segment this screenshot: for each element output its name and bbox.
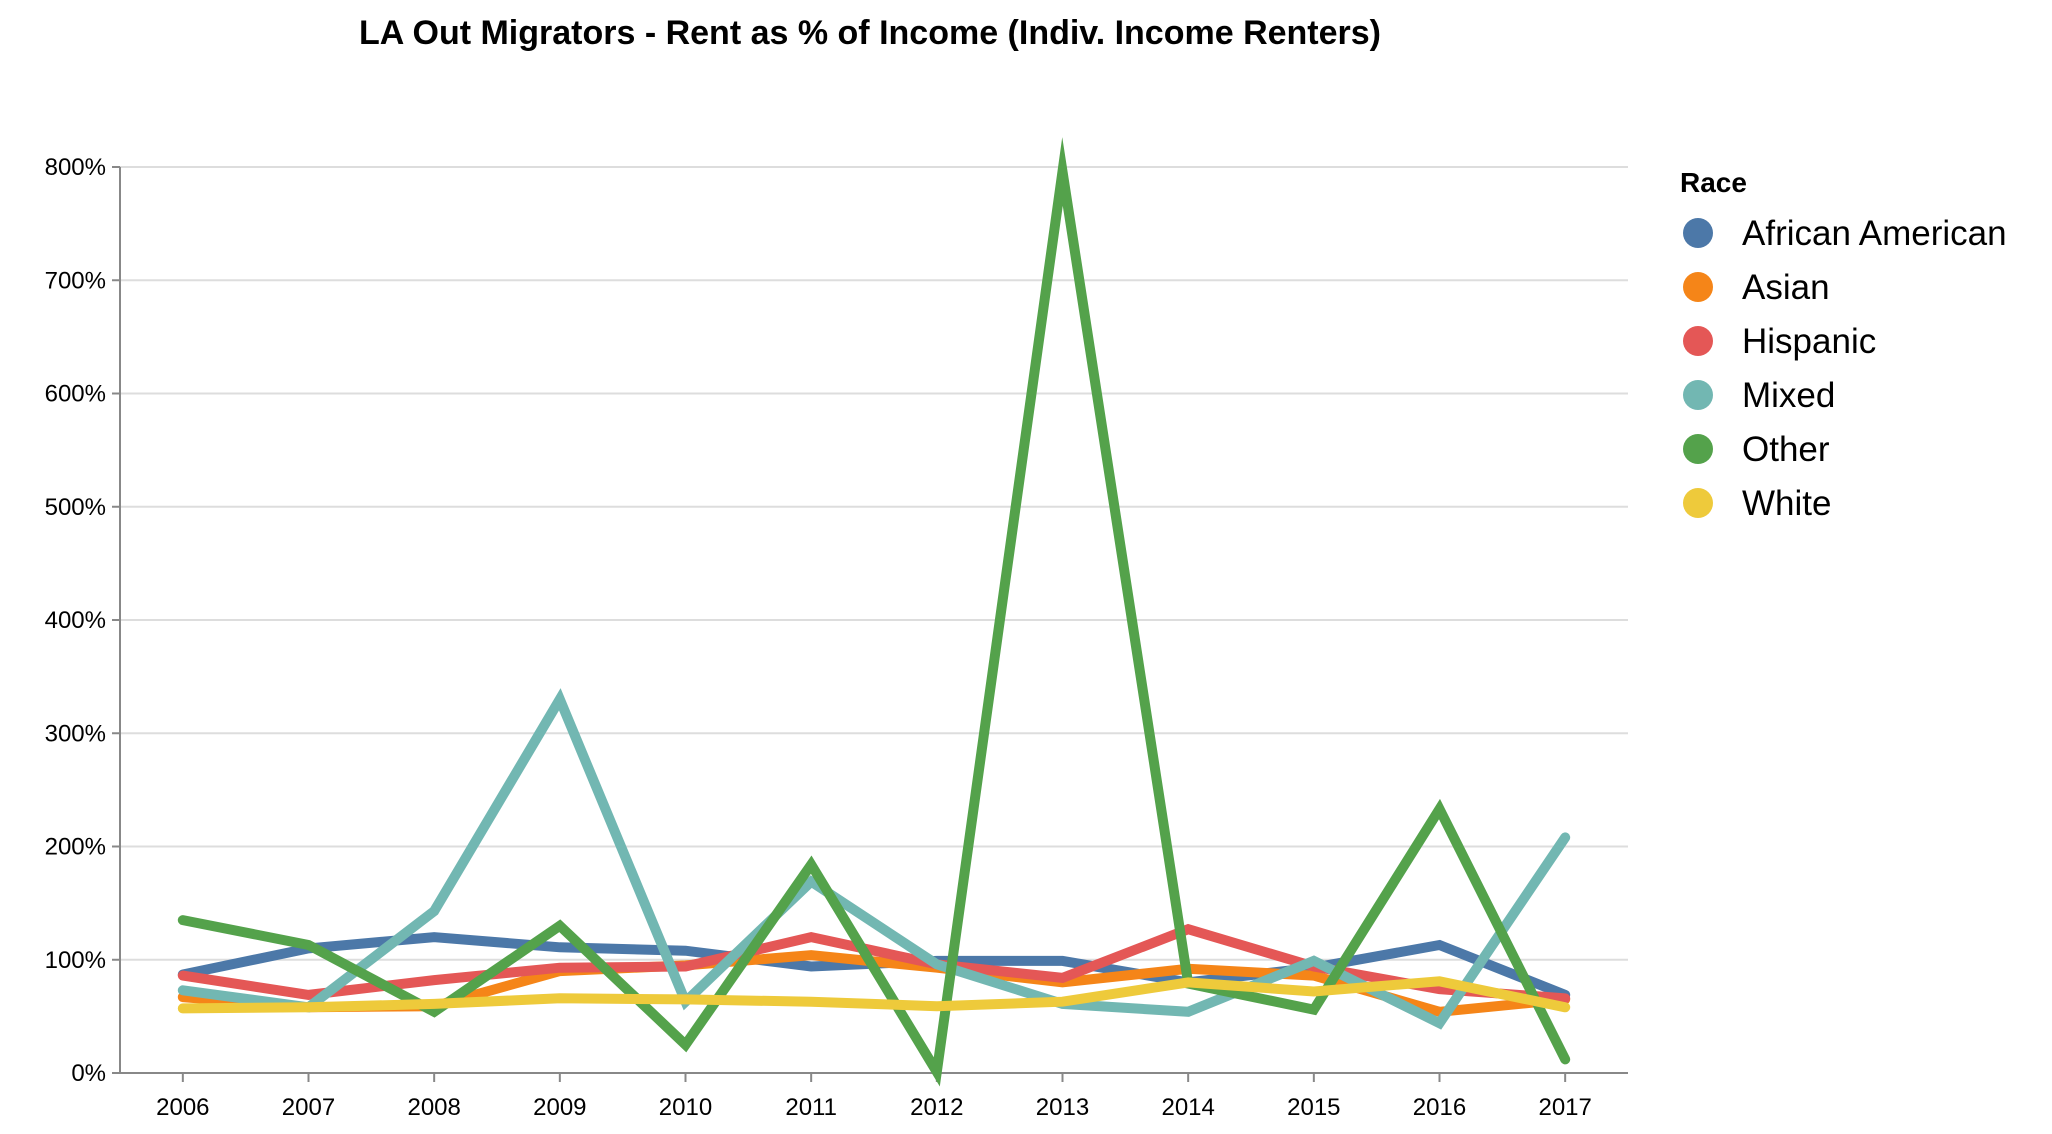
legend-label: African American: [1742, 214, 2007, 253]
legend-label: Hispanic: [1742, 322, 1876, 361]
y-tick-label: 500%: [45, 494, 106, 521]
legend-swatch: [1683, 380, 1713, 410]
x-tick-label: 2012: [910, 1094, 963, 1121]
y-tick-label: 700%: [45, 267, 106, 294]
x-tick-label: 2015: [1287, 1094, 1340, 1121]
axis-layer: 0% 100% 200% 300% 400% 500% 600% 700% 800% 2006 20…: [45, 154, 1628, 1121]
chart-title: LA Out Migrators - Rent as % of Income (…: [358, 14, 1381, 52]
x-tick-label: 2009: [533, 1094, 586, 1121]
legend-swatch: [1683, 218, 1713, 248]
grid-layer: [120, 166, 1628, 1074]
legend-swatch: [1683, 434, 1713, 464]
x-tick-label: 2013: [1036, 1094, 1089, 1121]
x-tick-label: 2007: [282, 1094, 335, 1121]
series-line-white: [177, 976, 1571, 1014]
x-tick-label: 2017: [1538, 1094, 1591, 1121]
legend-label: Other: [1742, 430, 1830, 469]
x-tick-label: 2016: [1413, 1094, 1466, 1121]
legend-title: Race: [1680, 167, 1747, 198]
y-tick-label: 600%: [45, 381, 106, 408]
legend: Race African American Asian Hispanic Mixed Ot…: [1680, 167, 2007, 523]
y-tick-label: 400%: [45, 607, 106, 634]
y-tick-label: 100%: [45, 947, 106, 974]
x-tick-label: 2011: [785, 1094, 837, 1121]
legend-label: Asian: [1742, 268, 1830, 307]
x-tick-label: 2006: [156, 1094, 209, 1121]
legend-swatch: [1683, 326, 1713, 356]
legend-label: White: [1742, 484, 1831, 523]
x-tick-label: 2014: [1161, 1094, 1214, 1121]
y-tick-label: 0%: [71, 1060, 106, 1087]
legend-label: Mixed: [1742, 376, 1835, 415]
legend-swatch: [1683, 272, 1713, 302]
series-layer: [177, 137, 1571, 1087]
x-tick-label: 2008: [407, 1094, 460, 1121]
y-tick-label: 300%: [45, 720, 106, 747]
y-tick-label: 800%: [45, 154, 106, 181]
y-tick-label: 200%: [45, 834, 106, 861]
legend-swatch: [1683, 488, 1713, 518]
x-tick-label: 2010: [659, 1094, 712, 1121]
